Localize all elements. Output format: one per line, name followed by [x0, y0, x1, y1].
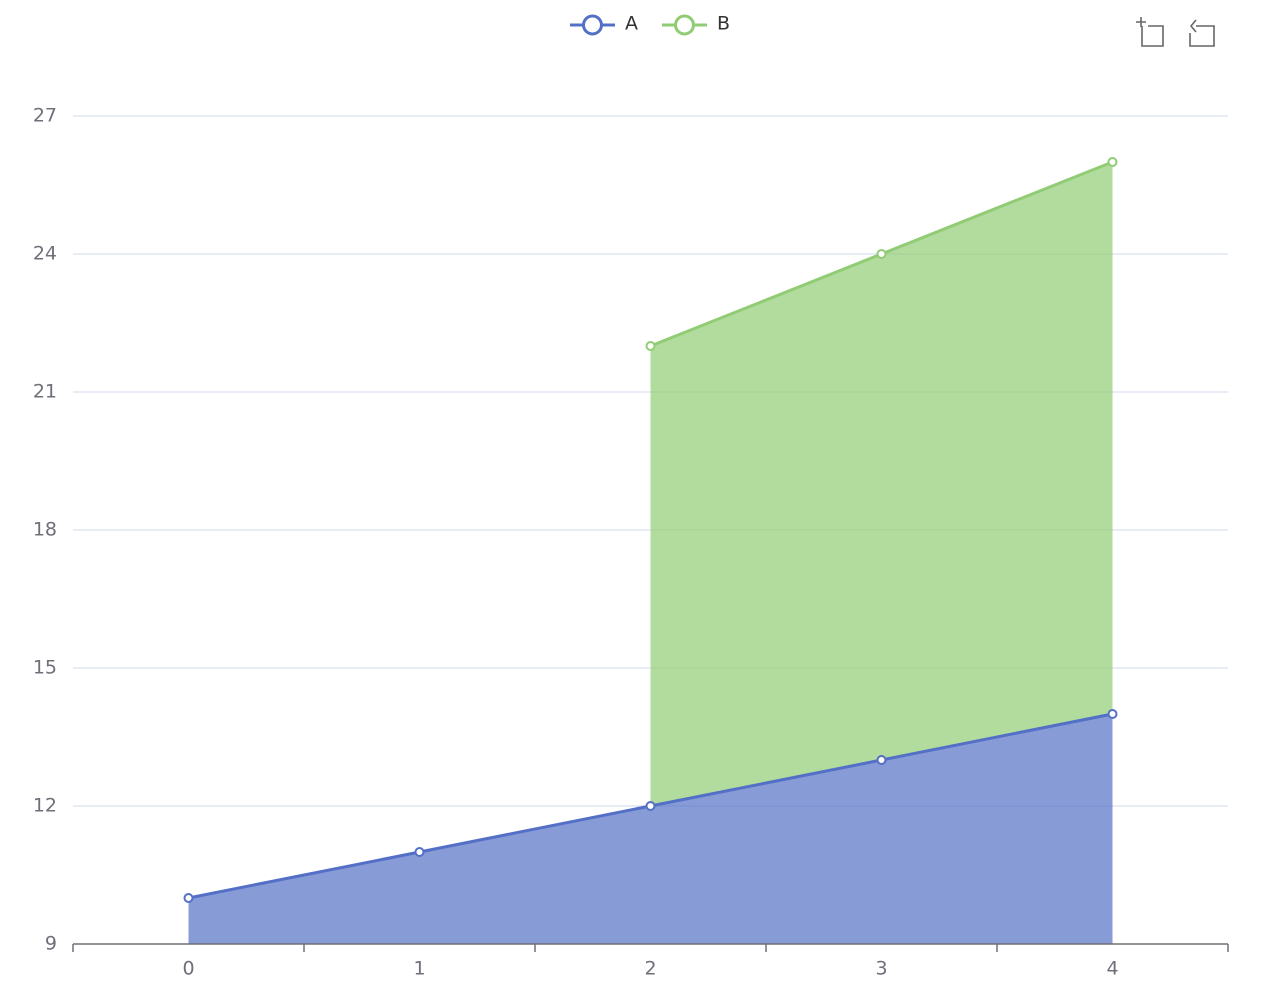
y-tick-label: 24	[33, 243, 57, 265]
area	[650, 162, 1113, 806]
y-tick-label: 21	[33, 381, 57, 403]
x-tick-label: 4	[1106, 958, 1118, 980]
reset-button[interactable]	[1189, 19, 1215, 47]
data-point	[876, 249, 887, 259]
y-tick-label: 9	[45, 933, 57, 955]
y-tick-label: 15	[33, 657, 57, 679]
data-point	[1107, 709, 1118, 719]
zoom-button[interactable]	[1136, 17, 1164, 47]
x-tick-label: 3	[875, 958, 887, 980]
y-tick-label: 27	[33, 105, 57, 127]
legend-label: B	[717, 13, 730, 35]
data-point	[414, 847, 425, 857]
data-point	[183, 893, 194, 903]
legend-item[interactable]: A	[570, 13, 638, 36]
x-tick-label: 2	[644, 958, 656, 980]
legend-marker	[674, 14, 695, 36]
points	[183, 157, 1118, 903]
areas	[188, 162, 1113, 944]
data-point	[876, 755, 887, 765]
y-tick-label: 18	[33, 519, 57, 541]
area	[188, 714, 1113, 944]
toolbox[interactable]	[1136, 17, 1215, 47]
legend-marker	[582, 14, 603, 36]
data-point	[645, 341, 656, 351]
y-tick-label: 12	[33, 795, 57, 817]
legend-item[interactable]: B	[662, 13, 730, 36]
data-point	[645, 801, 656, 811]
legend-label: A	[625, 13, 638, 35]
x-tick-label: 0	[182, 958, 194, 980]
x-tick-label: 1	[413, 958, 425, 980]
data-point	[1107, 157, 1118, 167]
